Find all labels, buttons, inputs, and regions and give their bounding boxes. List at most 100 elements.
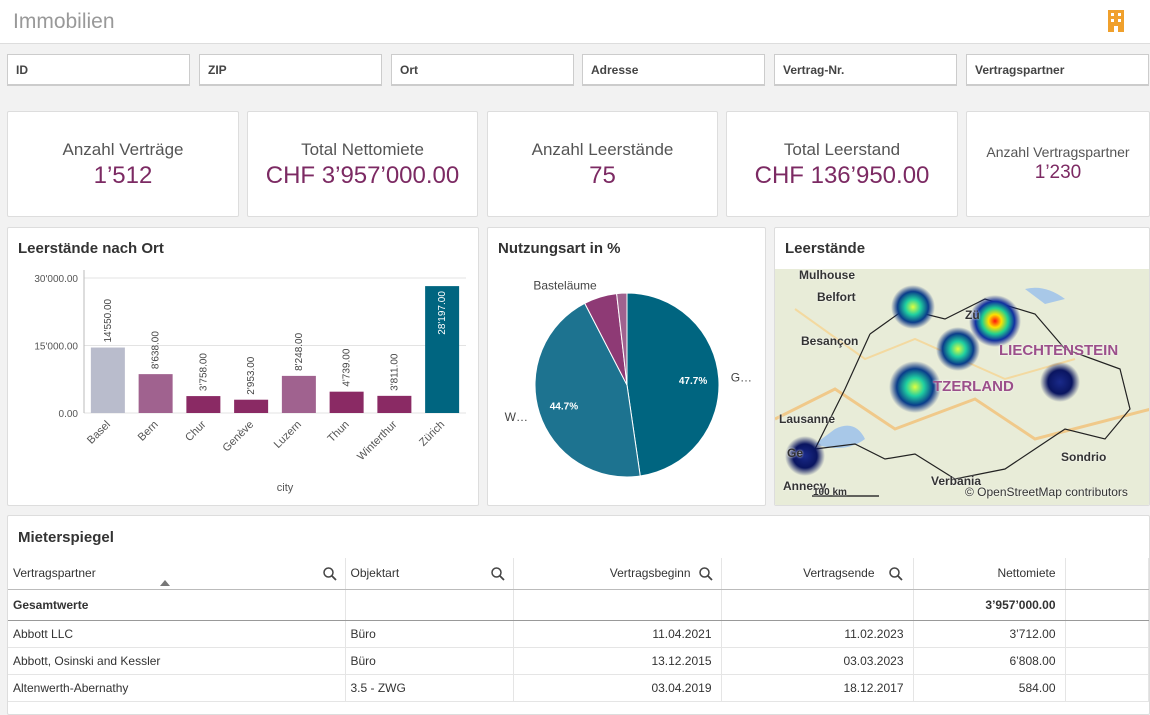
table: Vertragspartner Objektart Vertragsbeginn…: [8, 558, 1149, 702]
table-title: Mieterspiegel: [18, 529, 114, 546]
pie-slice: [616, 292, 628, 386]
column-header[interactable]: Vertragsbeginn: [513, 558, 722, 590]
cell: Gesamtwerte: [8, 589, 346, 621]
y-tick-label: 15'000.00: [34, 342, 78, 353]
map-panel: Leerstände Mulhouse Belfort Besançon LIE…: [774, 227, 1150, 506]
slice-label: G…: [731, 370, 752, 384]
map-label: Zü: [965, 308, 980, 322]
cell: 13.12.2015: [513, 647, 722, 675]
map-label: Sondrio: [1061, 450, 1107, 464]
pie-chart: G… 47.7% W… 44.7% Basteläume: [505, 279, 752, 478]
search-icon[interactable]: [322, 567, 337, 581]
cell: 18.12.2017: [721, 674, 914, 702]
value-label: 14'550.00: [103, 298, 114, 342]
kpi-value: 75: [589, 162, 616, 189]
map-label: Besançon: [801, 334, 859, 348]
map-label: TZERLAND: [933, 378, 1014, 395]
slice-label: W…: [505, 410, 528, 424]
kpi-label: Total Leerstand: [783, 140, 901, 159]
x-tick-label: Bern: [136, 419, 161, 444]
cell: 03.04.2019: [513, 674, 722, 702]
kpi-value: CHF 136’950.00: [754, 162, 930, 189]
search-icon[interactable]: [490, 567, 505, 581]
column-header[interactable]: Objektart: [345, 558, 514, 590]
table-panel: Mieterspiegel Vertragspartner Objektart …: [7, 515, 1150, 715]
map-label: LIECHTENSTEIN: [999, 342, 1119, 359]
value-label: 44.7%: [550, 401, 578, 412]
x-tick-label: Chur: [183, 418, 209, 444]
cell: Abbott LLC: [8, 620, 346, 648]
map-attribution[interactable]: © OpenStreetMap contributors: [965, 485, 1128, 499]
table-row[interactable]: Abbott, Osinski and Kessler Büro 13.12.201…: [8, 647, 1149, 675]
app-icon[interactable]: [1106, 10, 1126, 32]
filter[interactable]: Adresse: [582, 54, 765, 86]
header: Immobilien: [0, 0, 1150, 44]
filter[interactable]: Vertrag-Nr.: [774, 54, 957, 86]
x-tick-label: Luzern: [272, 419, 304, 451]
cell: Abbott, Osinski and Kessler: [8, 647, 346, 675]
cell: 03.03.2023: [721, 647, 914, 675]
cell: 3’712.00: [913, 620, 1066, 648]
kpi-value: 1’512: [93, 162, 153, 189]
value-label: 8'248.00: [294, 332, 305, 370]
map-title: Leerstände: [785, 240, 866, 257]
cell: 11.04.2021: [513, 620, 722, 648]
x-axis-title: city: [277, 482, 294, 494]
kpi-value: CHF 3’957’000.00: [265, 162, 460, 189]
map-label: Mulhouse: [799, 268, 855, 282]
header-row: Vertragspartner Objektart Vertragsbeginn…: [8, 558, 1149, 590]
column-header[interactable]: Vertragspartner: [8, 558, 346, 590]
y-tick-label: 30'000.00: [34, 274, 78, 285]
kpi-label: Anzahl Leerstände: [531, 140, 674, 159]
filter[interactable]: Ort: [391, 54, 574, 86]
cell: 11.02.2023: [721, 620, 914, 648]
map-label: Verbania: [931, 474, 982, 488]
value-label: 8'638.00: [151, 331, 162, 369]
totals-row: Gesamtwerte 3’957’000.00: [8, 589, 1149, 621]
bar: [234, 399, 269, 413]
column-label: Vertragspartner: [13, 566, 96, 581]
kpi-label: Anzahl Verträge: [62, 140, 184, 159]
kpi: Anzahl Verträge 1’512: [7, 111, 239, 217]
bar-chart: 0.00 15'000.00 30'000.00 14'550.00 Basel 8'63…: [34, 270, 466, 494]
value-label: 3'811.00: [389, 353, 400, 391]
search-icon[interactable]: [888, 567, 903, 581]
cell: Büro: [345, 647, 514, 675]
search-icon[interactable]: [698, 567, 713, 581]
bar: [281, 375, 316, 413]
cell: 3.5 - ZWG: [345, 674, 514, 702]
value-label: 28'197.00: [437, 291, 448, 335]
cell: 3’957’000.00: [913, 589, 1066, 621]
map-label: Ge: [787, 446, 804, 460]
value-label: 2'953.00: [246, 356, 257, 394]
kpi: Total Leerstand CHF 136’950.00: [726, 111, 958, 217]
column-label: Vertragsende: [803, 566, 875, 581]
filter[interactable]: ID: [7, 54, 190, 86]
table-row[interactable]: Altenwerth-Abernathy 3.5 - ZWG 03.04.2019 1…: [8, 674, 1149, 702]
bar: [377, 395, 412, 413]
column-label: Vertragsbeginn: [609, 566, 691, 581]
kpi-label: Total Nettomiete: [301, 140, 424, 159]
table-row[interactable]: Abbott LLC Büro 11.04.2021 11.02.2023 3’712.…: [8, 620, 1149, 648]
map-label: Lausanne: [779, 412, 836, 426]
map-label: Annecy: [783, 479, 827, 493]
filter[interactable]: Vertragspartner: [966, 54, 1149, 86]
x-tick-label: Thun: [326, 419, 352, 445]
app-title: Immobilien: [13, 10, 115, 33]
map[interactable]: [775, 269, 1150, 505]
cell: Büro: [345, 620, 514, 648]
cell: 584.00: [913, 674, 1066, 702]
x-tick-label: Zürich: [417, 419, 447, 449]
bar: [186, 396, 221, 413]
filter[interactable]: ZIP: [199, 54, 382, 86]
y-tick-label: 0.00: [59, 409, 79, 420]
column-header[interactable]: Nettomiete: [913, 558, 1066, 590]
x-tick-label: Winterthur: [355, 418, 400, 463]
chart-title: Nutzungsart in %: [498, 240, 621, 257]
map-label: Belfort: [817, 290, 856, 304]
pie-slice: [534, 302, 641, 478]
column-header[interactable]: Vertragsende: [721, 558, 914, 590]
column-label: Nettomiete: [997, 566, 1056, 581]
bar: [138, 374, 173, 413]
